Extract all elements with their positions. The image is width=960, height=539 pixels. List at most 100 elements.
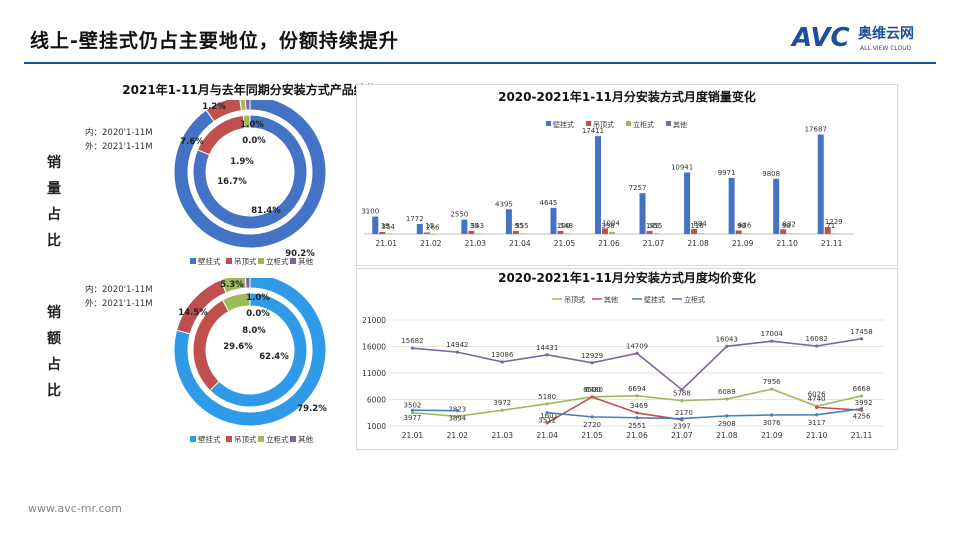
line-legend-label-0: 吊顶式	[564, 295, 585, 304]
bar-1-0	[379, 232, 386, 234]
bar-label-0-1: 1772	[406, 215, 424, 223]
bar-0-5	[595, 136, 601, 234]
bar-2-3	[519, 233, 526, 235]
line-label-3-10: 17458	[850, 328, 872, 336]
line-label-3-5: 14709	[626, 342, 648, 350]
line-point-0-6	[680, 399, 684, 403]
line-y-tick-0: 1000	[367, 422, 386, 431]
page-title: 线上-壁挂式仍占主要地位，份额持续提升	[30, 30, 399, 52]
bar-0-6	[639, 193, 646, 234]
bar-0-7	[684, 172, 691, 234]
line-point-3-1	[455, 350, 459, 354]
inner-slice-2	[242, 114, 251, 129]
outer-slice-3	[244, 100, 251, 111]
bar-1-6	[646, 230, 653, 234]
line-point-2-9	[815, 413, 819, 417]
bar-label-1-8: 636	[738, 221, 752, 229]
logo-cn: 奥维云网	[858, 25, 914, 42]
donut-legend: 壁挂式 吊顶式 立柜式 其他	[190, 434, 313, 443]
bar-label-2-8: 98	[737, 222, 746, 230]
bar-legend-label-1: 吊顶式	[593, 120, 614, 129]
line-point-0-0	[410, 411, 415, 415]
bar-label-1-3: 555	[515, 222, 528, 230]
legend-label-3: 其他	[298, 434, 313, 443]
side-label-value: 销额占比	[47, 305, 61, 399]
bar-1-5	[602, 228, 608, 234]
bar-label-2-1: 15	[425, 222, 434, 230]
bar-1-7	[691, 229, 698, 234]
inner-label-3: 0.0%	[242, 136, 266, 146]
line-legend-label-2: 壁挂式	[644, 295, 665, 304]
line-label-1-3: 1601	[540, 412, 558, 420]
line-x-tick-10: 21.11	[851, 431, 873, 440]
bar-label-0-8: 9971	[718, 169, 736, 177]
line-point-3-9	[815, 344, 819, 348]
bar-2-5	[609, 231, 615, 234]
side-label-volume: 销量占比	[47, 155, 61, 249]
bar-1-3	[512, 230, 519, 234]
line-label-2-0: 3977	[404, 414, 422, 422]
bar-label-0-10: 17687	[805, 126, 827, 134]
line-x-tick-7: 21.08	[716, 431, 738, 440]
bar-legend-swatch-2	[626, 121, 631, 126]
line-label-3-2: 13086	[491, 351, 514, 359]
bar-label-1-0: 354	[382, 223, 396, 231]
line-point-1-3	[545, 421, 549, 425]
bar-label-1-5: 1004	[602, 219, 620, 227]
outer-label-0: 90.2%	[285, 249, 315, 259]
line-label-2-5: 2551	[628, 422, 646, 430]
bar-1-2	[468, 230, 475, 234]
bar-label-1-6: 555	[649, 222, 662, 230]
bar-label-2-6: 145	[646, 222, 659, 230]
bar-0-8	[728, 177, 735, 234]
legend-swatch-3	[290, 258, 296, 264]
line-label-2-7: 2908	[718, 420, 736, 428]
bar-2-6	[653, 233, 660, 234]
line-chart-frame	[356, 268, 898, 450]
bar-0-2	[461, 219, 468, 234]
line-point-3-5	[635, 351, 639, 355]
line-y-tick-2: 11000	[362, 369, 386, 378]
line-label-3-7: 16043	[716, 335, 738, 343]
line-label-2-8: 3076	[763, 419, 781, 427]
line-label-0-10: 6668	[853, 385, 871, 393]
bar-x-tick-4: 21.05	[554, 239, 576, 248]
line-point-3-6	[680, 388, 684, 392]
line-label-0-6: 5788	[673, 390, 691, 398]
bar-label-2-10: 71	[826, 222, 835, 230]
bar-label-0-3: 4395	[495, 200, 513, 208]
legend-label-2: 立柜式	[266, 434, 289, 443]
bar-label-0-4: 4645	[540, 199, 558, 207]
line-x-tick-9: 21.10	[806, 431, 828, 440]
outer-slice-0	[173, 100, 327, 249]
line-point-1-9	[815, 405, 819, 409]
line-label-0-2: 3972	[493, 399, 511, 407]
legend-label-0: 壁挂式	[198, 434, 221, 443]
outer-slice-3	[244, 278, 251, 289]
line-label-2-3: 3512	[538, 417, 556, 425]
bar-label-0-0: 3100	[361, 208, 379, 216]
outer-label-0: 79.2%	[297, 404, 327, 414]
legend-swatch-1	[226, 436, 232, 442]
line-point-3-4	[590, 361, 594, 365]
line-point-2-5	[635, 416, 639, 420]
line-point-0-3	[545, 402, 549, 406]
line-point-2-1	[455, 409, 459, 413]
line-series-2	[412, 407, 862, 420]
bar-0-3	[505, 209, 512, 234]
bar-0-10	[817, 134, 824, 234]
legend-label-2: 立柜式	[266, 256, 289, 266]
bar-x-tick-3: 21.04	[509, 239, 531, 248]
line-point-3-0	[410, 346, 415, 350]
inner-label-1: 16.7%	[217, 177, 247, 187]
line-label-2-1: 3894	[448, 415, 466, 423]
donut2-series-note: 内：2020'1-11M 外：2021'1-11M	[85, 285, 153, 309]
bar-2-0	[386, 233, 393, 235]
line-label-2-4: 2720	[583, 421, 601, 429]
bar-1-9	[780, 229, 787, 234]
inner-slice-2	[221, 292, 251, 313]
outer-label-1: 14.5%	[178, 308, 208, 318]
line-label-0-9: 4740	[808, 395, 826, 403]
